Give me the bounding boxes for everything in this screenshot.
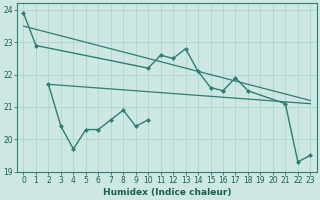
X-axis label: Humidex (Indice chaleur): Humidex (Indice chaleur)	[103, 188, 231, 197]
